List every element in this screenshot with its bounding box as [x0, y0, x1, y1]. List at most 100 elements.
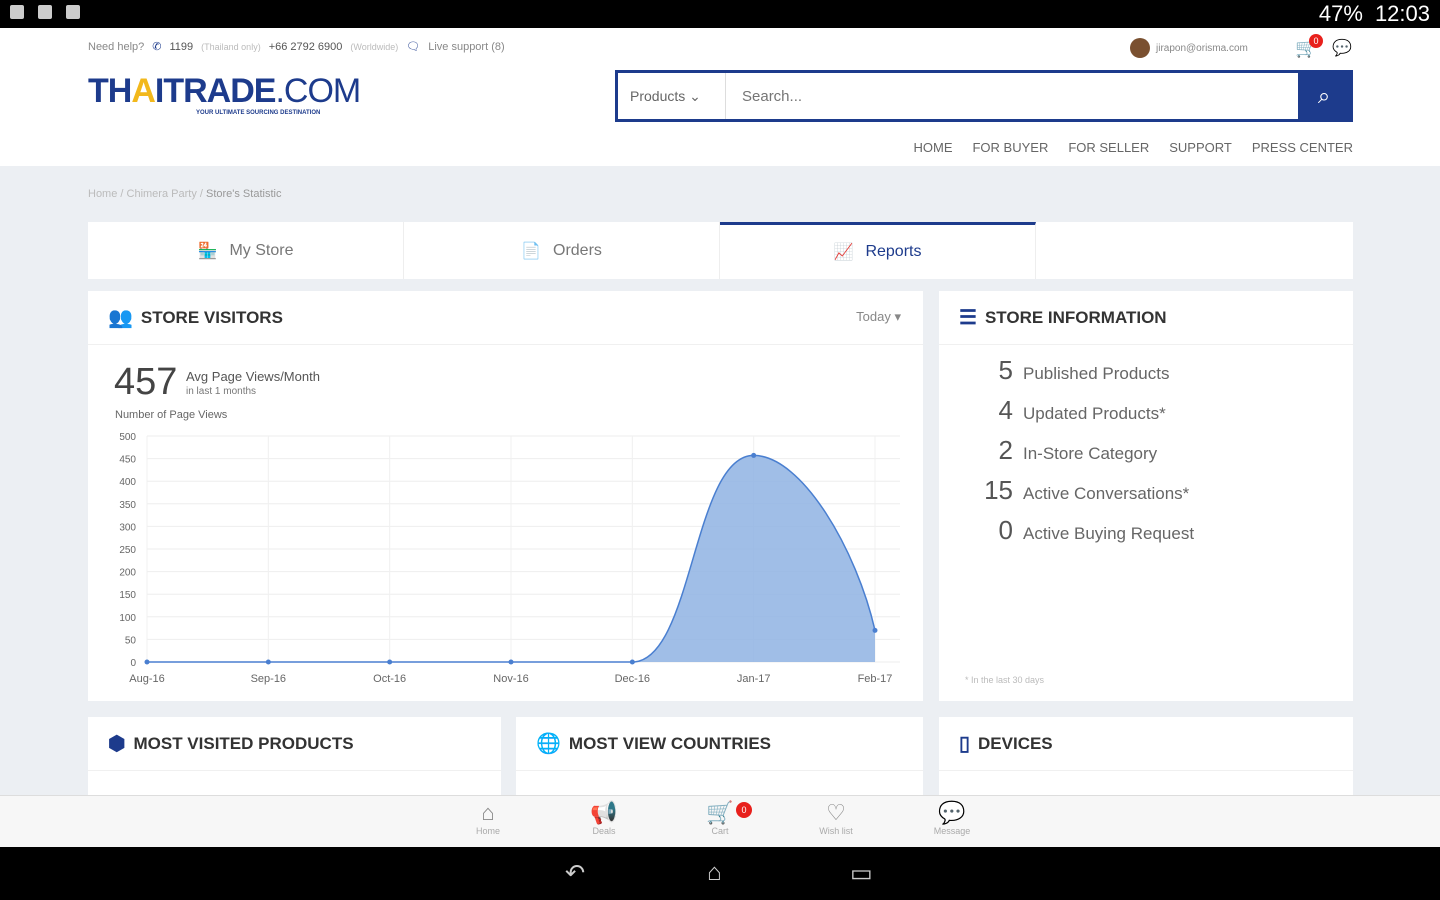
mobile-icon: ▯	[959, 733, 971, 755]
range-dropdown[interactable]: Today ▾	[856, 309, 901, 324]
clock: 12:03	[1374, 1, 1430, 26]
x-tick-label: Jan-17	[737, 673, 771, 685]
bottom-home[interactable]: ⌂ Home	[475, 800, 500, 836]
tab-reports[interactable]: 📈 Reports	[720, 222, 1036, 279]
breadcrumb-current: Store's Statistic	[205, 188, 282, 200]
panel-title: MOST VIEW COUNTRIES	[568, 733, 772, 753]
tab-orders[interactable]: 📄 Orders	[404, 222, 720, 279]
breadcrumb-home[interactable]: Home	[88, 188, 118, 200]
nav-press-center[interactable]: PRESS CENTER	[1251, 140, 1353, 155]
bottom-wishlist[interactable]: ♡ Wish list	[819, 800, 853, 836]
megaphone-icon: 📢	[590, 800, 618, 825]
store-info-label: Updated Products*	[1023, 404, 1166, 423]
y-tick-label: 350	[119, 500, 136, 511]
nav-for-seller[interactable]: FOR SELLER	[1068, 140, 1150, 155]
live-support-link[interactable]: Live support (8)	[428, 40, 505, 53]
y-tick-label: 300	[119, 522, 136, 533]
avg-page-views-label: Avg Page Views/Month	[186, 369, 320, 384]
breadcrumb: Home / Chimera Party / Store's Statistic	[88, 188, 282, 200]
x-tick-label: Sep-16	[251, 673, 286, 685]
x-tick-label: Feb-17	[858, 673, 893, 685]
search-input[interactable]	[726, 73, 1298, 119]
x-tick-label: Dec-16	[615, 673, 650, 685]
cube-icon: ⬢	[108, 733, 126, 755]
store-info-count: 4	[998, 395, 1013, 425]
phone-worldwide[interactable]: +66 2792 6900	[268, 40, 343, 53]
store-icon: 🏪	[197, 242, 218, 260]
store-info-label: Active Conversations*	[1023, 484, 1190, 503]
data-point	[629, 659, 635, 665]
y-tick-label: 500	[119, 432, 136, 443]
battery-level: 47%	[1318, 1, 1363, 26]
recent-apps-icon[interactable]: ▭	[850, 860, 873, 887]
tab-my-store[interactable]: 🏪 My Store	[88, 222, 404, 279]
notification-icon	[66, 4, 80, 19]
y-tick-label: 200	[119, 568, 136, 579]
store-info-item: 0 Active Buying Request	[969, 515, 1195, 546]
avatar	[1130, 38, 1150, 58]
panel-title: DEVICES	[978, 733, 1053, 753]
y-tick-label: 50	[125, 635, 137, 646]
search-bar: Products ⌄ ⌕	[615, 70, 1353, 122]
users-icon: 👥	[108, 307, 133, 329]
cart-badge: 0	[736, 802, 752, 818]
document-icon: 📄	[521, 242, 541, 260]
chat-icon: 🗨	[406, 41, 421, 53]
search-button[interactable]: ⌕	[1298, 73, 1350, 119]
home-icon[interactable]: ⌂	[707, 859, 722, 886]
nav-for-buyer[interactable]: FOR BUYER	[972, 140, 1049, 155]
search-icon: ⌕	[1317, 83, 1331, 108]
list-icon: ☰	[959, 307, 977, 329]
y-tick-label: 100	[119, 613, 136, 624]
store-info-count: 5	[998, 355, 1013, 385]
avg-page-views-sub: in last 1 months	[186, 386, 257, 397]
message-icon[interactable]: 💬	[1332, 40, 1352, 57]
store-info-label: Published Products	[1023, 364, 1170, 383]
cart-icon[interactable]: 🛒 0	[1295, 34, 1323, 59]
site-header: Need help? ✆ 1199 (Thailand only) +66 279…	[0, 28, 1440, 166]
avg-page-views-value: 457	[114, 361, 178, 403]
heart-icon: ♡	[826, 800, 846, 825]
nav-support[interactable]: SUPPORT	[1169, 140, 1232, 155]
y-tick-label: 400	[119, 477, 136, 488]
data-point	[872, 627, 878, 633]
cart-badge: 0	[1309, 34, 1323, 48]
store-info-label: In-Store Category	[1023, 444, 1158, 463]
main-nav: HOME FOR BUYER FOR SELLER SUPPORT PRESS …	[913, 140, 1353, 155]
nav-home[interactable]: HOME	[913, 140, 953, 155]
user-email: jirapon@orisma.com	[1156, 42, 1248, 54]
store-visitors-panel: 👥 STORE VISITORS Today ▾ 457 Avg Page Vie…	[88, 291, 923, 701]
phone-note: (Thailand only)	[201, 41, 261, 52]
breadcrumb-store[interactable]: Chimera Party	[126, 188, 197, 200]
bottom-message[interactable]: 💬 Message	[933, 800, 971, 836]
help-label: Need help?	[88, 40, 145, 53]
store-info-item: 5 Published Products	[969, 355, 1170, 386]
phone-thailand[interactable]: 1199	[169, 40, 194, 53]
series-line	[146, 454, 876, 663]
page-views-chart: 0 50 100 150 200 250 300 350 400 450 500 Aug-16 Sep-…	[119, 432, 900, 685]
store-info-count: 0	[998, 515, 1013, 545]
user-account[interactable]: jirapon@orisma.com	[1130, 38, 1248, 58]
x-tick-label: Oct-16	[373, 673, 406, 685]
store-info-item: 2 In-Store Category	[969, 435, 1158, 466]
notification-icon	[10, 4, 24, 19]
notification-icon	[38, 4, 52, 19]
chart-icon: 📈	[833, 244, 854, 261]
phone-icon: ✆	[152, 41, 162, 53]
category-select[interactable]: Products ⌄	[618, 73, 726, 119]
x-tick-label: Aug-16	[129, 673, 164, 685]
bottom-cart[interactable]: 🛒 0 Cart	[680, 800, 760, 836]
data-point	[387, 659, 393, 665]
y-tick-label: 0	[130, 658, 136, 669]
devices-panel: ▯ DEVICES	[939, 717, 1353, 797]
android-nav-bar: ↶ ⌂ ▭	[0, 847, 1440, 900]
bottom-deals[interactable]: 📢 Deals	[590, 800, 618, 836]
back-icon[interactable]: ↶	[565, 860, 586, 887]
panel-title: STORE INFORMATION	[984, 307, 1167, 327]
logo[interactable]: THAITRADE.COM YOUR ULTIMATE SOURCING DEST…	[88, 72, 361, 116]
bottom-tab-bar: ⌂ Home 📢 Deals 🛒 0 Cart ♡ Wish list 💬 Message	[0, 795, 1440, 847]
globe-icon: 🌐	[536, 733, 561, 755]
series-area	[147, 455, 875, 662]
most-view-countries-panel: 🌐 MOST VIEW COUNTRIES	[516, 717, 923, 797]
phone-note: (Worldwide)	[350, 41, 399, 52]
